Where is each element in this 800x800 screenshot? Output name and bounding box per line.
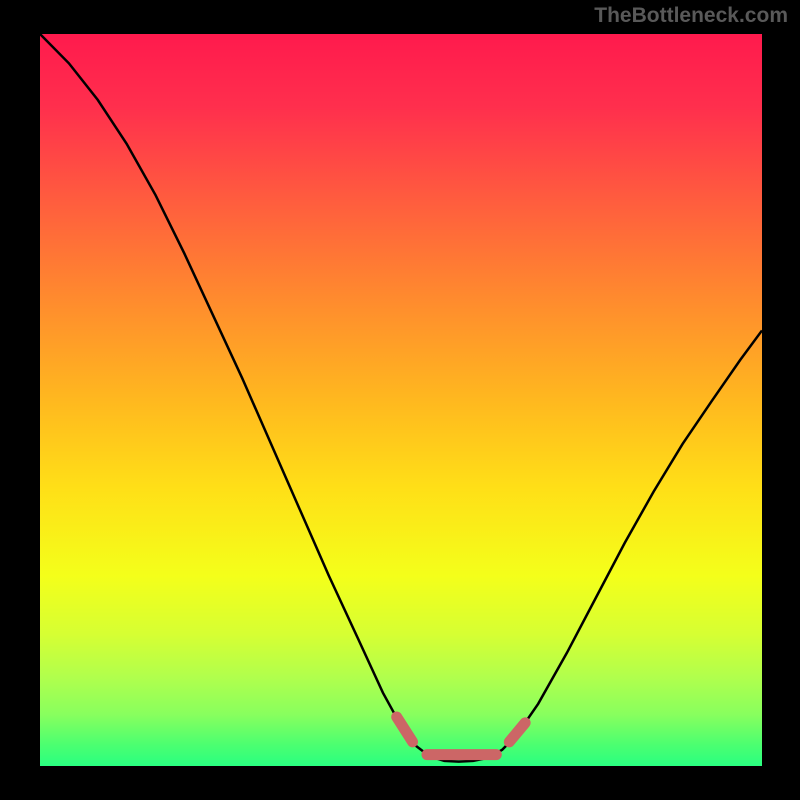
bottom-highlight-3 bbox=[509, 723, 525, 742]
chart-canvas: TheBottleneck.com bbox=[0, 0, 800, 800]
v-curve-svg bbox=[40, 34, 762, 766]
bottom-highlight-1 bbox=[397, 717, 413, 742]
plot-area bbox=[40, 34, 762, 766]
watermark-text: TheBottleneck.com bbox=[594, 4, 788, 28]
v-curve-path bbox=[40, 34, 762, 762]
